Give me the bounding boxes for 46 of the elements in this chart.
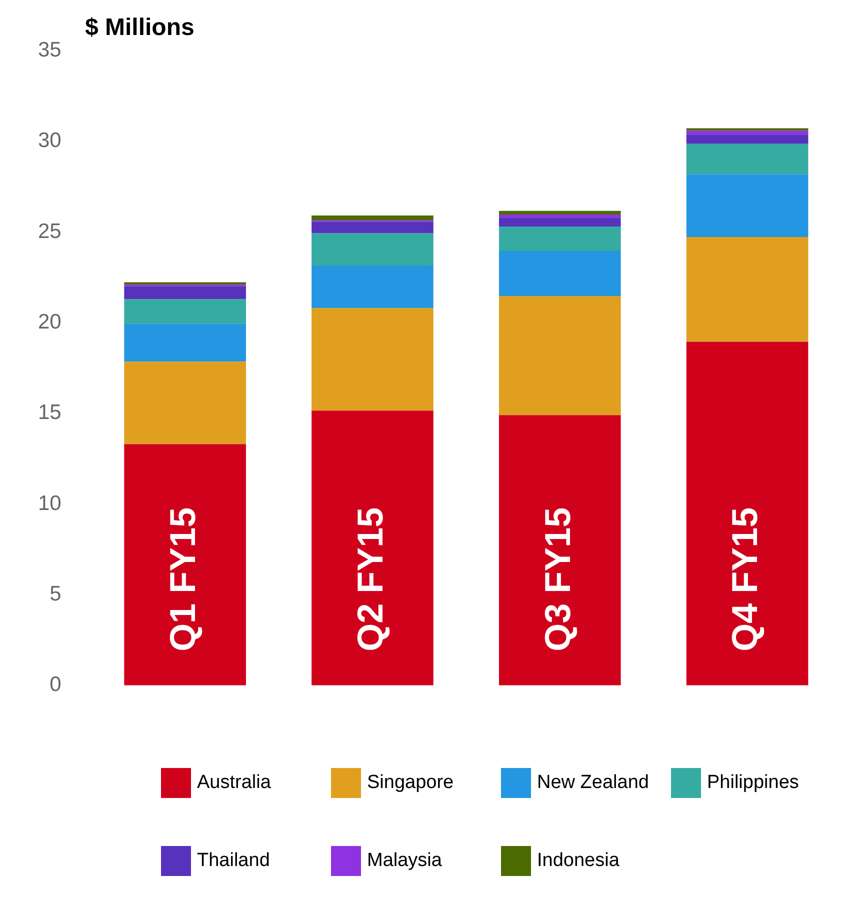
bar: [686, 237, 808, 342]
bar: [312, 410, 434, 686]
y-tick-label: 15: [38, 401, 62, 424]
chart-title: $ Millions: [85, 14, 194, 42]
bar: [312, 222, 434, 234]
bar: [498, 251, 621, 296]
x-tick-label: Q3 FY15: [536, 507, 578, 652]
y-tick-label: 5: [50, 582, 62, 606]
legend-label: New Zealand: [537, 772, 649, 794]
y-tick-label: 10: [38, 492, 62, 515]
bar: [498, 415, 621, 686]
bar: [498, 210, 621, 215]
bar: [498, 214, 621, 218]
bar: [124, 324, 246, 362]
legend-label: Singapore: [367, 772, 454, 794]
bar: [686, 128, 808, 131]
x-tick-label: Q4 FY15: [724, 507, 766, 652]
bar: [498, 296, 621, 416]
x-tick-label: Q1 FY15: [162, 507, 203, 652]
bar: [312, 266, 434, 308]
legend-label: Malaysia: [367, 850, 442, 872]
bar: [312, 308, 434, 411]
x-tick-label: Q2 FY15: [349, 507, 390, 652]
bar: [686, 130, 808, 135]
bar: [498, 218, 621, 227]
bar: [124, 444, 246, 686]
bar: [686, 174, 808, 238]
y-tick-label: 0: [50, 673, 62, 696]
bar: [686, 144, 808, 174]
y-tick-label: 35: [38, 38, 62, 62]
bar: [498, 226, 621, 252]
y-tick-label: 30: [38, 129, 62, 152]
bar: [686, 134, 808, 144]
bar: [124, 362, 246, 444]
y-tick-label: 20: [38, 310, 62, 334]
bar: [312, 233, 434, 266]
bar: [124, 299, 246, 324]
bar: [686, 342, 808, 686]
legend-label: Indonesia: [537, 850, 620, 872]
bar: [124, 286, 246, 300]
bar: [124, 282, 246, 285]
legend-label: Philippines: [707, 772, 799, 794]
bar: [312, 215, 434, 220]
legend-label: Thailand: [197, 850, 270, 872]
y-tick-label: 25: [38, 220, 62, 243]
legend-label: Australia: [197, 772, 271, 794]
